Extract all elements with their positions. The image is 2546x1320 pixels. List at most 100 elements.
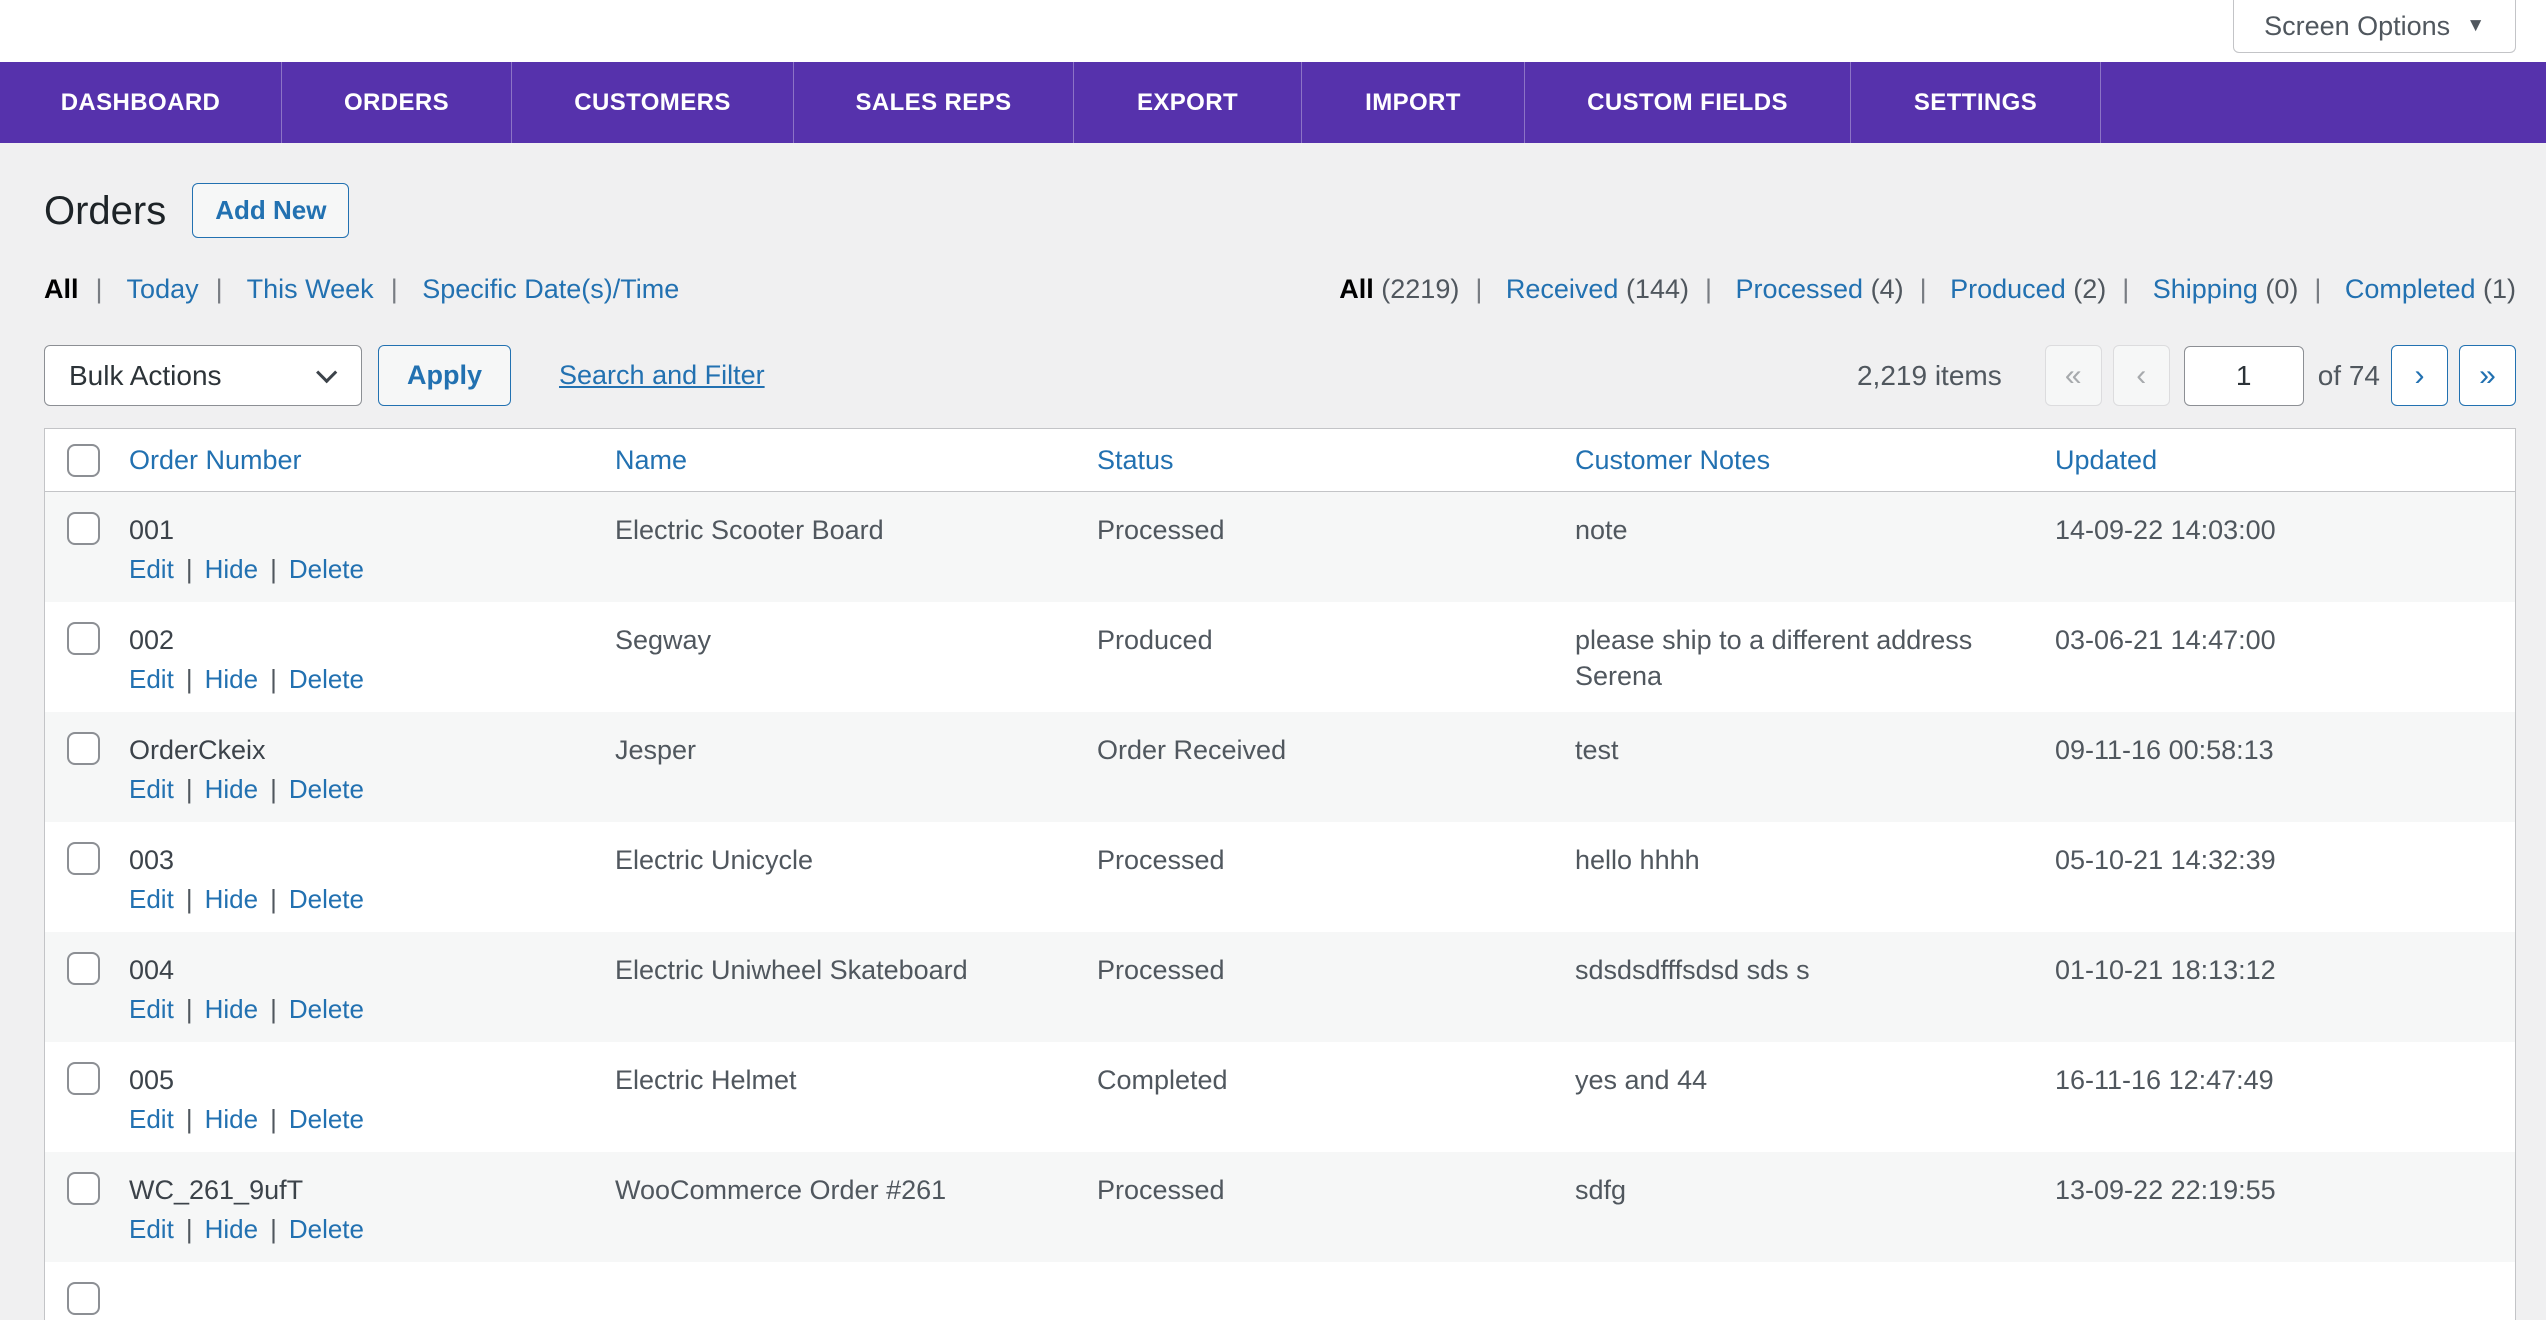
column-header-order-number[interactable]: Order Number (129, 445, 302, 475)
order-number: 001 (129, 515, 175, 545)
column-header-updated[interactable]: Updated (2055, 445, 2158, 475)
date-filter-link[interactable]: Today (79, 274, 199, 305)
nav-item[interactable]: ORDERS (282, 62, 512, 143)
row-checkbox[interactable] (67, 512, 100, 545)
status-filter-link[interactable]: Shipping (0) (2106, 274, 2299, 305)
first-page-button[interactable]: « (2044, 345, 2102, 406)
customer-notes: sdfg (1575, 1175, 1627, 1205)
nav-item-label: IMPORT (1365, 88, 1461, 116)
order-number: 004 (129, 955, 175, 985)
status-filter-link[interactable]: Completed (1) (2298, 274, 2516, 305)
row-actions: EditHideDelete (129, 1212, 575, 1246)
status-filter-count: (4) (1870, 274, 1904, 304)
table-row: 004 EditHideDelete Electric Uniwheel Ska… (45, 932, 2515, 1042)
row-checkbox[interactable] (67, 1172, 100, 1205)
delete-link[interactable]: Delete (258, 1104, 364, 1134)
customer-notes: please ship to a different address Seren… (1575, 625, 1973, 691)
nav-item[interactable]: SETTINGS (1851, 62, 2101, 143)
next-page-button[interactable]: › (2391, 345, 2448, 406)
row-actions: EditHideDelete (129, 662, 575, 696)
status-filter-count: (2) (2073, 274, 2107, 304)
status-filter-link[interactable]: Processed (4) (1689, 274, 1904, 305)
row-checkbox[interactable] (67, 732, 100, 765)
row-checkbox[interactable] (67, 622, 100, 655)
nav-item[interactable]: CUSTOM FIELDS (1525, 62, 1851, 143)
screen-options-button[interactable]: Screen Options ▼ (2233, 0, 2516, 53)
status-filter-label: Completed (2344, 274, 2476, 304)
nav-item[interactable]: SALES REPS (794, 62, 1074, 143)
row-checkbox[interactable] (67, 952, 100, 985)
prev-page-button[interactable]: ‹ (2112, 345, 2170, 406)
edit-link[interactable]: Edit (129, 554, 174, 584)
table-row: 003 EditHideDelete Electric Unicycle Pro… (45, 822, 2515, 932)
status-filter-label: Shipping (2152, 274, 2258, 304)
nav-item[interactable]: CUSTOMERS (512, 62, 794, 143)
row-actions: EditHideDelete (129, 772, 575, 806)
status-filter-link[interactable]: Received (144) (1459, 274, 1689, 305)
status-filter-label: Processed (1735, 274, 1864, 304)
order-number: OrderCkeix (129, 735, 266, 765)
last-page-button[interactable]: » (2459, 345, 2516, 406)
delete-link[interactable]: Delete (258, 884, 364, 914)
orders-table: Order Number Name Status Customer Notes … (44, 428, 2516, 1320)
nav-item[interactable]: IMPORT (1302, 62, 1525, 143)
column-header-status[interactable]: Status (1097, 445, 1174, 475)
edit-link[interactable]: Edit (129, 884, 174, 914)
hide-link[interactable]: Hide (174, 884, 258, 914)
date-filter-link[interactable]: Specific Date(s)/Time (374, 274, 680, 305)
nav-item-label: CUSTOMERS (574, 88, 731, 116)
add-new-button[interactable]: Add New (192, 183, 350, 238)
nav-item-label: EXPORT (1136, 88, 1239, 116)
select-all-checkbox[interactable] (67, 444, 100, 477)
table-row-partial (45, 1262, 2515, 1320)
delete-link[interactable]: Delete (258, 994, 364, 1024)
apply-button[interactable]: Apply (378, 345, 512, 406)
nav-item[interactable]: EXPORT (1074, 62, 1302, 143)
date-filters: All Today This Week Specific Date(s)/Tim… (44, 274, 679, 305)
current-page-input[interactable] (2183, 345, 2304, 406)
nav-item-label: ORDERS (343, 88, 450, 116)
row-actions: EditHideDelete (129, 1102, 575, 1136)
delete-link[interactable]: Delete (258, 1214, 364, 1244)
bulk-actions-select[interactable]: Bulk Actions (44, 345, 362, 406)
delete-link[interactable]: Delete (258, 554, 364, 584)
hide-link[interactable]: Hide (174, 994, 258, 1024)
status-filter-link[interactable]: Produced (2) (1904, 274, 2107, 305)
row-actions: EditHideDelete (129, 992, 575, 1026)
customer-notes: test (1575, 735, 1619, 765)
page-header: Orders Add New (44, 183, 2516, 238)
edit-link[interactable]: Edit (129, 1214, 174, 1244)
edit-link[interactable]: Edit (129, 774, 174, 804)
order-status: Processed (1097, 515, 1225, 545)
nav-item[interactable]: DASHBOARD (0, 62, 282, 143)
table-row: 001 EditHideDelete Electric Scooter Boar… (45, 492, 2515, 602)
date-filter-label: Specific Date(s)/Time (422, 274, 680, 304)
row-checkbox[interactable] (67, 1062, 100, 1095)
edit-link[interactable]: Edit (129, 994, 174, 1024)
hide-link[interactable]: Hide (174, 774, 258, 804)
hide-link[interactable]: Hide (174, 554, 258, 584)
delete-link[interactable]: Delete (258, 664, 364, 694)
order-status: Processed (1097, 1175, 1225, 1205)
order-status: Produced (1097, 625, 1213, 655)
hide-link[interactable]: Hide (174, 664, 258, 694)
edit-link[interactable]: Edit (129, 664, 174, 694)
date-filter-link[interactable]: All (44, 274, 79, 305)
updated-timestamp: 03-06-21 14:47:00 (2055, 625, 2276, 655)
row-checkbox[interactable] (67, 1282, 100, 1315)
chevron-down-icon (316, 362, 338, 384)
status-filter-label: All (1339, 274, 1374, 304)
hide-link[interactable]: Hide (174, 1104, 258, 1134)
toolbar: Bulk Actions Apply Search and Filter 2,2… (44, 345, 2516, 406)
hide-link[interactable]: Hide (174, 1214, 258, 1244)
column-header-name[interactable]: Name (615, 445, 688, 475)
updated-timestamp: 16-11-16 12:47:49 (2055, 1065, 2274, 1095)
status-filter-count: (144) (1625, 274, 1689, 304)
status-filter-link[interactable]: All (2219) (1339, 274, 1459, 305)
delete-link[interactable]: Delete (258, 774, 364, 804)
row-checkbox[interactable] (67, 842, 100, 875)
column-header-customer-notes[interactable]: Customer Notes (1575, 445, 1771, 475)
search-and-filter-link[interactable]: Search and Filter (559, 360, 765, 390)
edit-link[interactable]: Edit (129, 1104, 174, 1134)
date-filter-link[interactable]: This Week (199, 274, 374, 305)
